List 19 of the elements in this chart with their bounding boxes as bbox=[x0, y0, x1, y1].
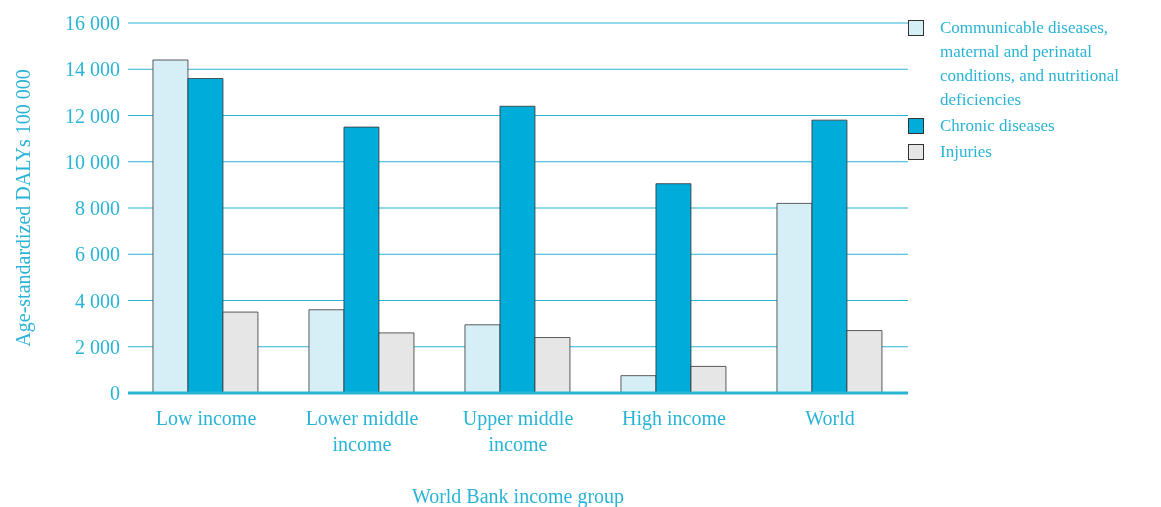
y-tick-label: 14 000 bbox=[65, 58, 120, 81]
y-axis-title: Age-standardized DALYs 100 000 bbox=[12, 69, 36, 347]
y-tick-label: 2 000 bbox=[75, 335, 120, 358]
y-tick-label: 0 bbox=[110, 382, 120, 405]
x-tick-label: Lower middle income bbox=[305, 407, 419, 455]
x-tick-label: Upper middle income bbox=[462, 407, 574, 455]
x-tick-label: Low income bbox=[155, 407, 257, 429]
x-axis-title: World Bank income group bbox=[411, 485, 625, 507]
legend-label: Chronic diseases bbox=[940, 115, 1055, 137]
x-tick-label: World bbox=[805, 407, 855, 429]
y-tick-label: 4 000 bbox=[75, 289, 120, 312]
y-tick-label: 12 000 bbox=[65, 104, 120, 127]
y-tick-label: 8 000 bbox=[75, 197, 120, 220]
y-tick-label: 10 000 bbox=[65, 150, 120, 173]
x-tick-label: High income bbox=[622, 407, 727, 430]
legend-label: Injuries bbox=[940, 141, 992, 163]
y-tick-label: 6 000 bbox=[75, 243, 120, 266]
y-tick-label: 16 000 bbox=[65, 12, 120, 35]
legend-label: Communicable diseases, maternal and perinatal conditions, and nutritional deficiencies bbox=[940, 17, 1120, 111]
